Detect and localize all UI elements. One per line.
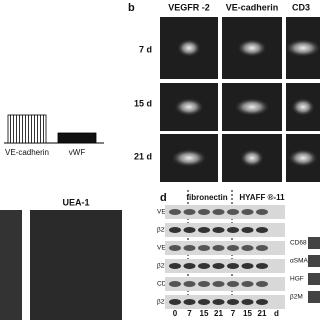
band	[169, 227, 181, 233]
band	[212, 263, 225, 269]
band	[198, 263, 210, 269]
cell	[174, 98, 204, 116]
band	[183, 281, 196, 287]
western-blot: VEGFR -2β2MVE-cadhβ2MCD44β2M07152171521d…	[157, 205, 320, 318]
lane-label: 21	[258, 309, 267, 318]
cell	[285, 39, 320, 57]
band	[256, 227, 268, 233]
cell	[237, 39, 267, 57]
band	[256, 299, 268, 305]
bar	[7, 114, 47, 144]
micrograph	[30, 210, 122, 320]
column-header: VEGFR -2	[168, 2, 210, 12]
row-label: αSMA	[290, 258, 309, 265]
band	[198, 299, 210, 305]
row-label: β2M	[157, 227, 170, 234]
row-label: β2M	[157, 263, 170, 270]
band	[212, 299, 225, 305]
band	[241, 227, 254, 233]
band	[183, 263, 196, 269]
lane-label: 7	[231, 309, 236, 318]
band	[169, 245, 181, 251]
band	[198, 209, 210, 215]
band	[227, 209, 239, 215]
band	[256, 245, 268, 251]
lane-label: d	[274, 309, 279, 318]
row-label: 7 d	[139, 44, 152, 54]
row-label: CD68	[290, 240, 307, 247]
band	[241, 209, 254, 215]
micrograph	[0, 210, 22, 320]
lane-label: 15	[200, 309, 209, 318]
band	[183, 227, 196, 233]
row-label: HGF	[290, 276, 304, 283]
band	[212, 227, 225, 233]
band	[227, 245, 239, 251]
band	[227, 263, 239, 269]
blot-strip	[165, 277, 285, 291]
band	[212, 209, 225, 215]
blot-strip	[165, 223, 285, 237]
cell	[240, 149, 264, 167]
band	[241, 299, 254, 305]
group-label: fibronectin	[186, 193, 227, 202]
panel-letter: b	[128, 2, 135, 14]
cell	[234, 98, 270, 116]
band	[183, 209, 196, 215]
bar-label: VE-cadherin	[5, 148, 49, 157]
lane-label: 7	[187, 309, 192, 318]
bar-label: vWF	[69, 148, 86, 157]
panel-letter: d	[160, 192, 167, 204]
cell	[171, 149, 207, 167]
band	[198, 227, 210, 233]
blot-strip	[308, 255, 320, 267]
blot-strip	[165, 241, 285, 255]
band	[212, 245, 225, 251]
band	[169, 281, 181, 287]
band	[241, 245, 254, 251]
band	[227, 299, 239, 305]
column-header: CD3	[292, 2, 310, 12]
row-label: 21 d	[134, 151, 152, 161]
bar-chart: VE-cadherin vWF	[5, 114, 97, 157]
band	[183, 299, 196, 305]
cell	[291, 98, 315, 116]
blot-strip	[165, 295, 285, 309]
image-title: UEA-1	[62, 197, 89, 207]
band	[227, 281, 239, 287]
blot-strip	[308, 273, 320, 285]
band	[198, 281, 210, 287]
band	[256, 281, 268, 287]
band	[198, 245, 210, 251]
band	[212, 281, 225, 287]
lane-label: 15	[243, 309, 252, 318]
band	[169, 299, 181, 305]
blot-strip	[165, 259, 285, 273]
row-label: 15 d	[134, 98, 152, 108]
band	[183, 245, 196, 251]
row-label: β2M	[290, 294, 303, 301]
blot-strip	[308, 291, 320, 303]
band	[241, 263, 254, 269]
band	[256, 209, 268, 215]
micrographs	[33, 17, 320, 316]
lane-label: 21	[214, 309, 223, 318]
lane-label: 0	[173, 309, 178, 318]
band	[169, 209, 181, 215]
group-label: HYAFF ®-11	[239, 193, 285, 202]
band	[169, 263, 181, 269]
blot-strip	[308, 237, 320, 249]
column-header: VE-cadherin	[226, 2, 279, 12]
band	[227, 227, 239, 233]
cell	[177, 39, 201, 57]
bar	[57, 132, 97, 144]
row-label: β2M	[157, 299, 170, 306]
band	[256, 263, 268, 269]
blot-strip	[165, 205, 285, 219]
cell	[288, 149, 318, 167]
band	[241, 281, 254, 287]
